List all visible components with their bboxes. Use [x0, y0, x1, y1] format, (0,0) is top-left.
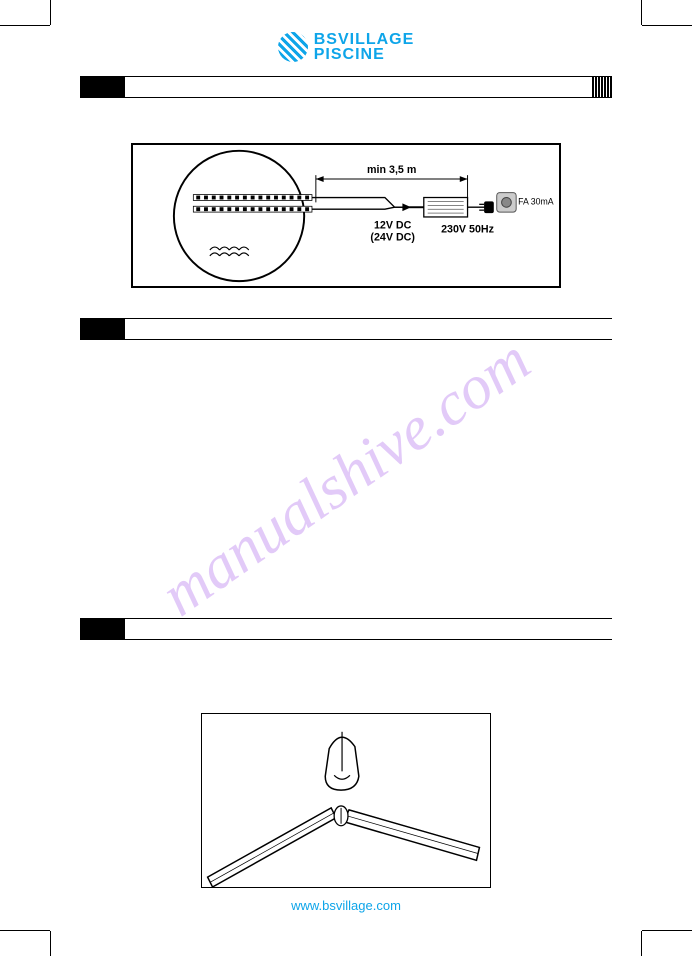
crop-mark	[50, 931, 51, 956]
profile-right	[344, 810, 479, 860]
profile-left	[208, 808, 337, 887]
section-block-left	[80, 619, 125, 639]
crop-mark	[641, 931, 642, 956]
blank-area-1	[80, 348, 612, 618]
brand-line2: PISCINE	[314, 47, 415, 62]
brand-line1: BSVILLAGE	[314, 32, 415, 47]
joint-clip	[325, 732, 359, 790]
crop-mark	[0, 930, 50, 931]
section-spacer	[125, 319, 612, 339]
dimension-line: min 3,5 m	[316, 164, 468, 202]
svg-text:FA 30mA: FA 30mA	[518, 196, 554, 206]
section-block-right	[592, 77, 612, 97]
svg-text:(24V DC): (24V DC)	[370, 231, 415, 243]
crop-mark	[50, 0, 51, 25]
connector-svg	[202, 714, 490, 887]
rcd-icon	[497, 193, 516, 212]
section-bar-1	[80, 76, 612, 98]
section-block-left	[80, 319, 125, 339]
crop-mark	[642, 25, 692, 26]
blank-area-2	[80, 648, 612, 698]
section-spacer	[125, 77, 592, 97]
section-spacer	[125, 619, 612, 639]
section-block-left	[80, 77, 125, 97]
svg-text:min 3,5 m: min 3,5 m	[367, 164, 416, 176]
section-bar-2	[80, 318, 612, 340]
brand-logo-icon	[278, 32, 308, 62]
wiring-diagram: min 3,5 m 12V DC(24V DC) 230V 50Hz FA 30mA	[131, 143, 561, 288]
svg-text:12V DC: 12V DC	[374, 220, 412, 232]
wiring-svg: min 3,5 m 12V DC(24V DC) 230V 50Hz FA 30mA	[133, 145, 559, 286]
connector-diagram	[201, 713, 491, 888]
svg-text:230V 50Hz: 230V 50Hz	[441, 224, 494, 236]
crop-mark	[641, 0, 642, 25]
crop-mark	[0, 25, 50, 26]
crop-mark	[642, 930, 692, 931]
driver-box	[424, 198, 468, 217]
brand-logo-text: BSVILLAGE PISCINE	[314, 32, 415, 62]
led-strips	[193, 195, 312, 213]
page-content: BSVILLAGE PISCINE min 3,5 m	[80, 30, 612, 926]
brand-logo: BSVILLAGE PISCINE	[80, 30, 612, 64]
water-waves-icon	[210, 247, 249, 256]
section-bar-3	[80, 618, 612, 640]
footer-url: www.bsvillage.com	[80, 898, 612, 913]
pool-circle	[174, 151, 304, 281]
end-cap	[334, 806, 348, 826]
